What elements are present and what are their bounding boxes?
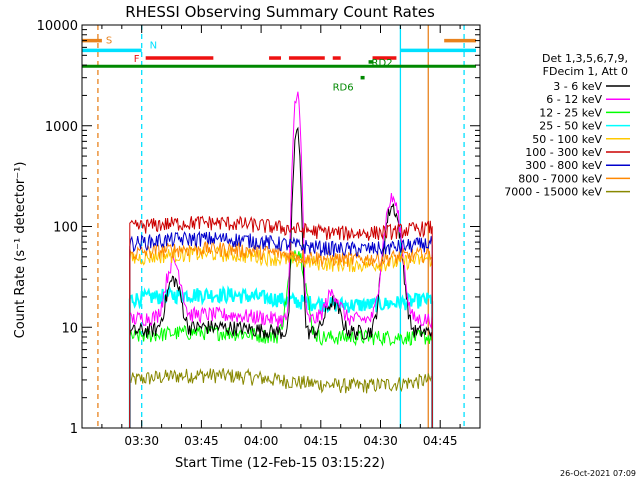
y-tick-label-4: 10000: [37, 19, 78, 34]
flag-label-1: N: [150, 40, 157, 51]
y-tick-label-0: 1: [70, 422, 78, 437]
flag-label-0: S: [106, 36, 112, 47]
legend: Det 1,3,5,6,7,9,FDecim 1, Att 0 3 - 6 keV…: [504, 52, 630, 199]
chart-title: RHESSI Observing Summary Count Rates: [125, 3, 435, 21]
legend-label-7: 800 - 7000 keV: [518, 172, 602, 185]
flag-label-4: RD2: [372, 58, 393, 69]
x-tick-label-4: 04:30: [363, 434, 398, 448]
y-axis-label: Count Rate (s⁻¹ detector⁻¹): [13, 162, 28, 339]
legend-label-0: 3 - 6 keV: [553, 80, 602, 93]
y-tick-label-1: 10: [61, 321, 78, 336]
x-axis-label: Start Time (12-Feb-15 03:15:22): [175, 456, 385, 471]
series-7: [129, 240, 433, 428]
legend-label-4: 50 - 100 keV: [532, 133, 602, 146]
legend-header-1: FDecim 1, Att 0: [543, 65, 628, 78]
y-tick-label-3: 1000: [45, 120, 78, 135]
generated-timestamp: 26-Oct-2021 07:09: [560, 469, 636, 478]
x-tick-label-3: 04:15: [304, 434, 339, 448]
legend-label-3: 25 - 50 keV: [539, 120, 602, 133]
legend-label-6: 300 - 800 keV: [525, 159, 602, 172]
x-tick-label-2: 04:00: [244, 434, 279, 448]
flag-label-3: RD6: [333, 83, 354, 94]
legend-label-1: 6 - 12 keV: [546, 93, 602, 106]
series-2: [129, 250, 433, 428]
legend-label-5: 100 - 300 keV: [525, 146, 602, 159]
x-tick-label-5: 04:45: [423, 434, 458, 448]
legend-header-0: Det 1,3,5,6,7,9,: [542, 52, 628, 65]
series-8: [129, 367, 433, 428]
plot-area: S NF RD6 RD2 03:30 03:45 04:00 04:15 04:30 04:45 1…: [37, 19, 481, 448]
x-tick-label-1: 03:45: [184, 434, 219, 448]
series-4: [129, 245, 433, 428]
series-6: [129, 230, 433, 428]
legend-label-2: 12 - 25 keV: [539, 106, 602, 119]
y-tick-label-2: 100: [53, 221, 78, 236]
legend-label-8: 7000 - 15000 keV: [504, 186, 602, 199]
series-5: [129, 215, 433, 428]
flag-label-2: F: [134, 54, 140, 65]
x-tick-label-0: 03:30: [124, 434, 159, 448]
